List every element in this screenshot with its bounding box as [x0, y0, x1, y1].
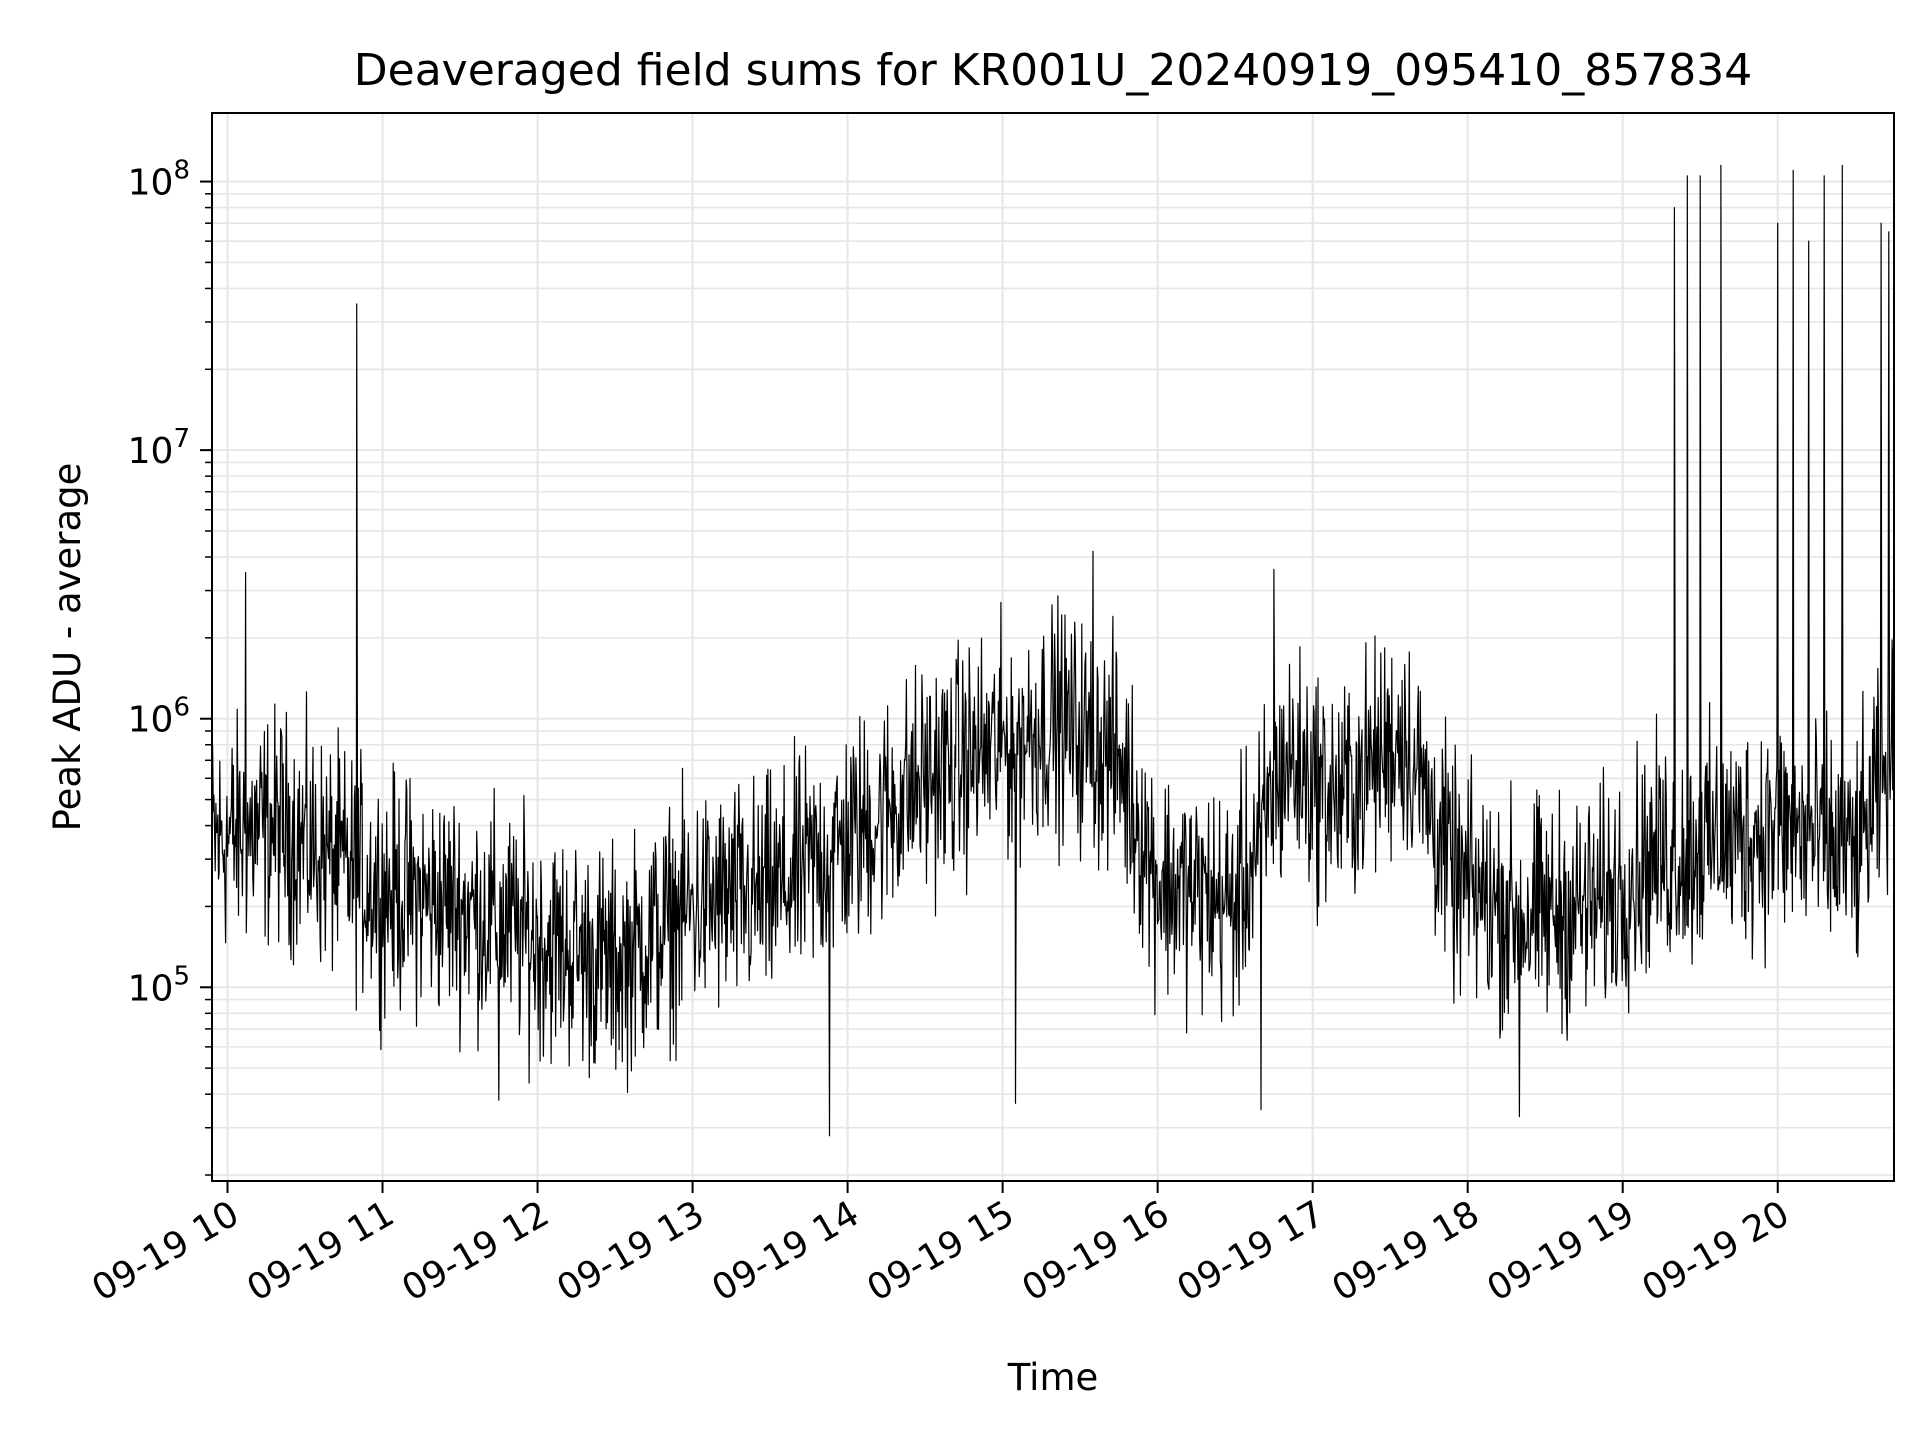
y-tick-exponent: 7 — [173, 424, 190, 454]
x-axis-label: Time — [1007, 1356, 1099, 1399]
y-tick-base: 10 — [128, 431, 174, 472]
y-tick-label: 106 — [128, 693, 190, 741]
y-tick-base: 10 — [128, 700, 174, 741]
series-line-group — [211, 164, 1895, 1137]
y-tick-exponent: 8 — [173, 156, 190, 186]
y-tick-label: 105 — [128, 961, 190, 1009]
chart-title: Deaveraged field sums for KR001U_2024091… — [354, 45, 1752, 96]
y-tick-base: 10 — [128, 968, 174, 1009]
y-axis-label: Peak ADU - average — [46, 463, 89, 832]
y-tick-exponent: 6 — [173, 693, 190, 723]
y-tick-exponent: 5 — [173, 961, 190, 991]
plot-frame — [211, 112, 1895, 1182]
y-tick-base: 10 — [128, 163, 174, 204]
series-line — [211, 164, 1895, 1137]
y-tick-label: 108 — [128, 156, 190, 204]
y-tick-label: 107 — [128, 424, 190, 472]
